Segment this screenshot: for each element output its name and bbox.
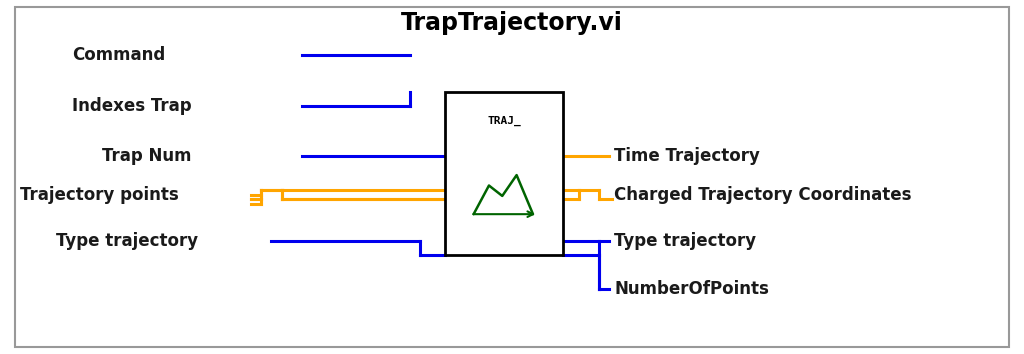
- Text: Trajectory points: Trajectory points: [20, 186, 179, 204]
- Text: Command: Command: [72, 46, 165, 64]
- Text: TrapTrajectory.vi: TrapTrajectory.vi: [401, 11, 623, 35]
- Text: Indexes Trap: Indexes Trap: [72, 97, 191, 115]
- Text: Type trajectory: Type trajectory: [56, 232, 199, 250]
- Text: TRAJ_: TRAJ_: [487, 116, 521, 126]
- Text: NumberOfPoints: NumberOfPoints: [614, 280, 769, 297]
- Text: Trap Num: Trap Num: [102, 147, 191, 165]
- Text: Charged Trajectory Coordinates: Charged Trajectory Coordinates: [614, 186, 912, 204]
- Text: Type trajectory: Type trajectory: [614, 232, 757, 250]
- Text: Time Trajectory: Time Trajectory: [614, 147, 760, 165]
- Bar: [445, 92, 563, 255]
